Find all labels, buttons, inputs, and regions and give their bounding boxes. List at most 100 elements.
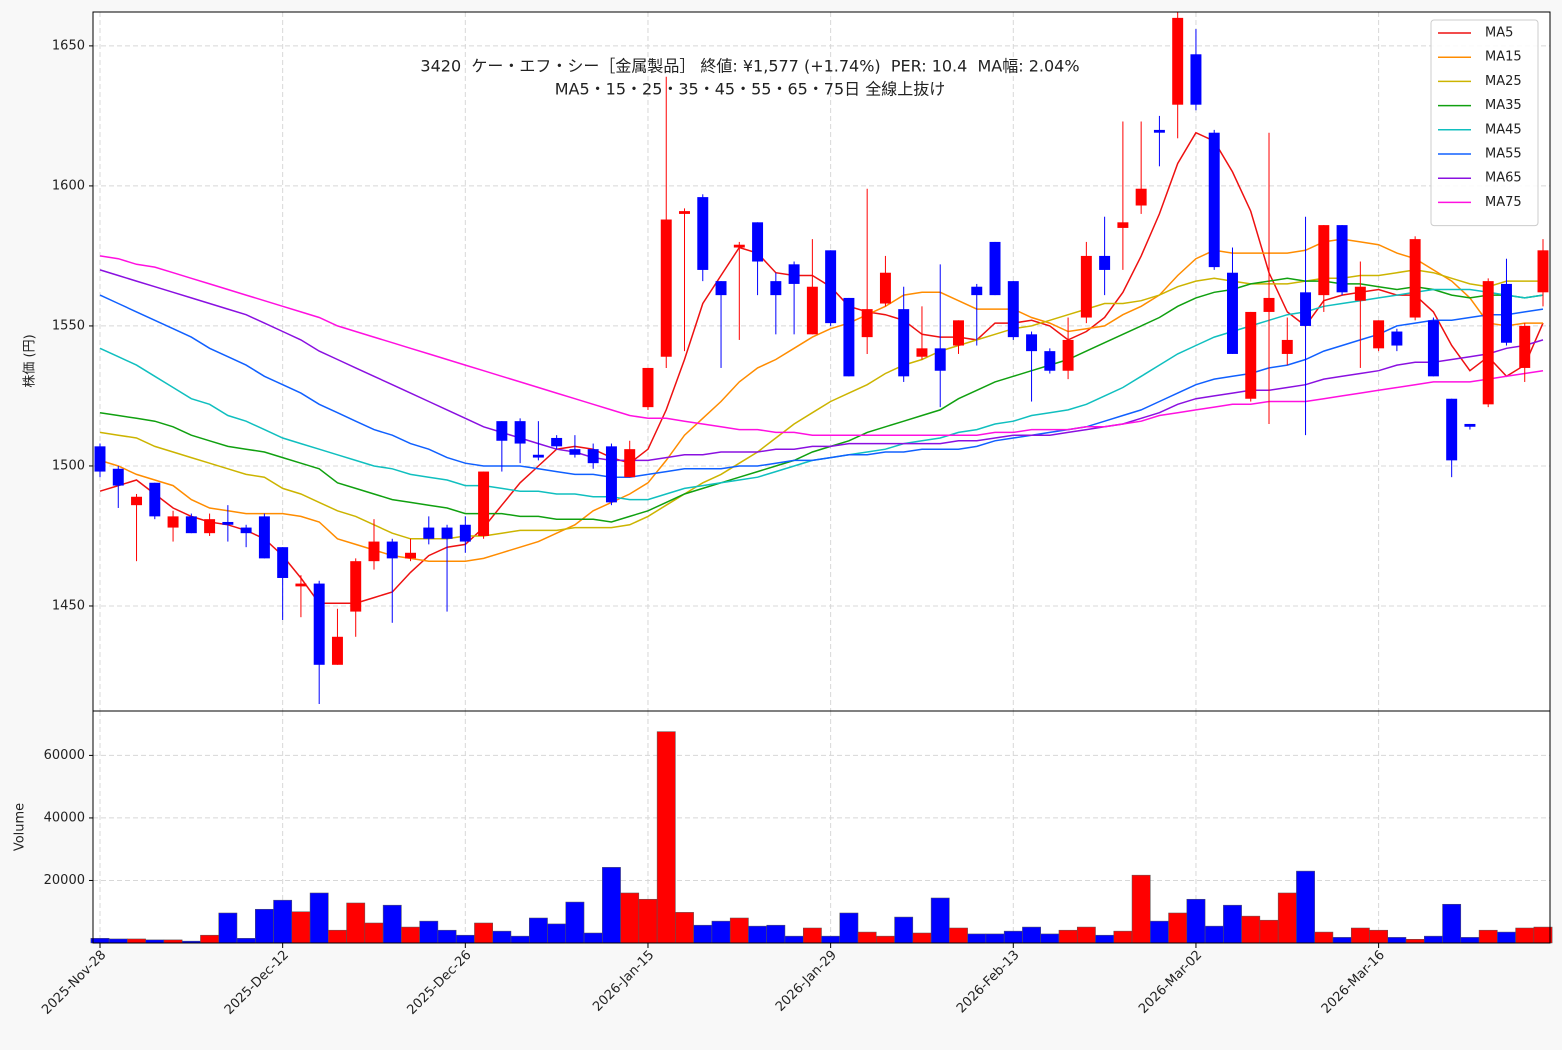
volume-bar: [839, 912, 859, 944]
candle-body: [459, 524, 471, 542]
volume-bar: [1150, 920, 1169, 944]
candle-body: [112, 468, 124, 486]
candle-body: [679, 211, 690, 214]
volume-bar: [291, 911, 311, 944]
plot-frame: [92, 710, 1551, 944]
legend-label: MA25: [1485, 74, 1522, 89]
candle-body: [1446, 398, 1458, 461]
candle-body: [1318, 225, 1330, 296]
volume-bar: [1478, 929, 1498, 944]
candle-body: [441, 527, 453, 539]
volume-bar: [1442, 903, 1462, 944]
candle-body: [313, 583, 325, 665]
volume-bar: [802, 927, 822, 944]
y-tick-label: 60000: [44, 748, 85, 763]
candle-body: [1500, 283, 1512, 343]
volume-bar: [1369, 929, 1388, 944]
volume-bar: [711, 920, 731, 944]
volume-bar: [821, 935, 841, 944]
candle-body: [1409, 239, 1421, 318]
volume-bar: [876, 935, 895, 944]
volume-bar: [1533, 926, 1553, 944]
volume-bar: [1204, 925, 1224, 944]
candle-body: [350, 561, 362, 612]
candle-body: [204, 519, 216, 534]
candle-body: [715, 281, 727, 296]
volume-axis-label: Volume: [13, 803, 28, 851]
volume-bar: [1095, 934, 1115, 944]
candle-body: [916, 348, 928, 357]
candle-body: [1281, 339, 1293, 354]
volume-bar: [784, 935, 804, 944]
volume-bar: [1168, 912, 1188, 944]
candle-body: [971, 286, 983, 296]
volume-bar: [474, 922, 493, 944]
candle-body: [1245, 311, 1257, 399]
volume-bar: [236, 938, 256, 944]
y-tick-label: 1500: [52, 458, 85, 473]
candle-body: [825, 250, 837, 324]
volume-bar: [1350, 927, 1370, 944]
x-tick-label: 2026-Jan-29: [773, 948, 840, 1015]
candle-body: [1482, 281, 1494, 405]
candle-body: [770, 281, 782, 296]
candle-body: [1208, 132, 1220, 268]
volume-bar: [127, 938, 146, 944]
candle-body: [1519, 325, 1531, 368]
volume-bar: [1387, 937, 1407, 944]
volume-bar: [1515, 927, 1535, 944]
volume-bar: [565, 901, 585, 944]
candle-body: [1427, 320, 1439, 377]
legend-label: MA75: [1485, 195, 1522, 210]
candle-body: [94, 446, 106, 472]
volume-bar: [1131, 874, 1151, 944]
candle-body: [240, 527, 252, 534]
volume-bar: [748, 925, 767, 944]
volume-bar: [1296, 870, 1315, 944]
ma-line: [99, 255, 1544, 436]
candle-body: [331, 636, 343, 665]
volume-bar: [90, 938, 110, 944]
volume-bar: [894, 916, 914, 944]
volume-bar: [273, 899, 293, 944]
volume-bar: [766, 924, 786, 944]
candle-body: [879, 272, 891, 304]
volume-bar: [455, 934, 475, 944]
x-tick-label: 2025-Dec-26: [404, 948, 474, 1018]
candle-body: [806, 286, 818, 335]
candle-body: [1044, 351, 1056, 371]
volume-bar: [912, 932, 932, 944]
candle-body: [222, 521, 234, 525]
volume-bar: [1076, 926, 1096, 944]
y-tick-label: 40000: [44, 810, 85, 825]
volume-bar: [1040, 933, 1060, 944]
candle-body: [1300, 292, 1312, 326]
candle-body: [167, 516, 179, 528]
volume-bar: [1424, 935, 1443, 944]
candle-body: [733, 244, 745, 248]
candle-body: [953, 320, 964, 346]
volume-bar: [1497, 931, 1516, 944]
candle-body: [1227, 272, 1238, 354]
volume-bar: [364, 922, 384, 944]
x-tick-label: 2026-Mar-16: [1319, 948, 1388, 1017]
chart-subtitle: MA5・15・25・35・45・55・65・75日 全線上抜け: [555, 80, 946, 99]
volume-bar: [620, 892, 640, 944]
candle-body: [368, 541, 380, 562]
candle-body: [1190, 54, 1202, 105]
candle-body: [295, 583, 307, 587]
candle-body: [1263, 297, 1275, 312]
candle-body: [1172, 17, 1184, 105]
volume-bar: [200, 934, 219, 944]
legend-label: MA55: [1485, 147, 1522, 162]
volume-bar: [967, 933, 987, 944]
volume-bar: [857, 931, 877, 944]
ma-line: [99, 277, 1544, 523]
volume-bar: [930, 897, 950, 944]
candle-body: [1153, 129, 1165, 133]
ma-line: [99, 269, 1543, 540]
x-tick-label: 2025-Nov-28: [39, 948, 109, 1018]
volume-bar: [1022, 926, 1041, 944]
candle-body: [843, 297, 855, 377]
